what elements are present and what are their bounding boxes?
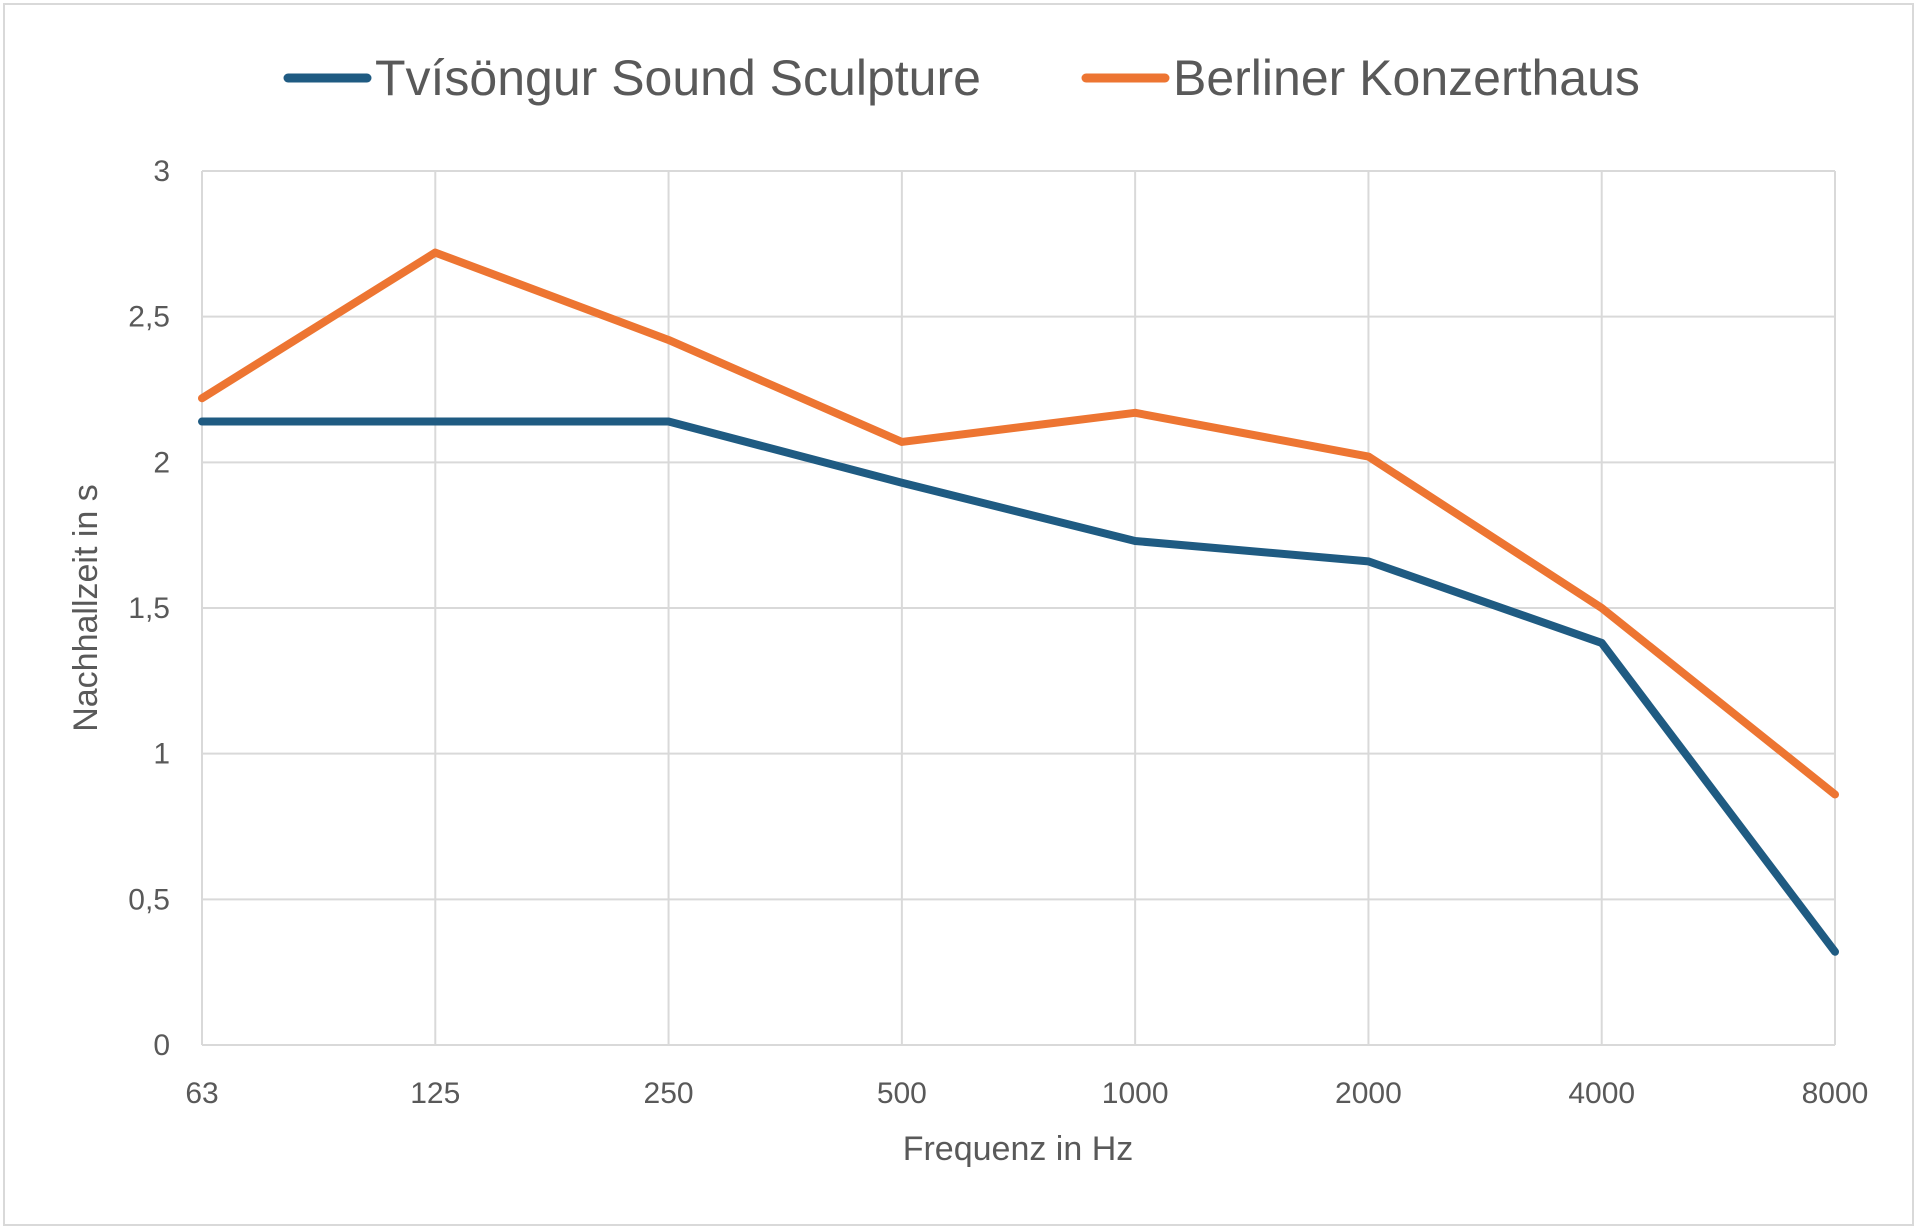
y-axis-title: Nachhallzeit in s xyxy=(67,484,105,732)
legend-label-series-2: Berliner Konzerthaus xyxy=(1173,50,1640,106)
y-tick-label: 2,5 xyxy=(128,301,170,334)
x-tick-label: 2000 xyxy=(1335,1077,1402,1110)
y-tick-label: 0,5 xyxy=(128,883,170,916)
series-line-1 xyxy=(198,417,1839,956)
x-tick-label: 125 xyxy=(410,1077,460,1110)
y-tick-label: 2 xyxy=(153,446,170,479)
x-axis-ticks: 63 125 250 500 1000 2000 4000 8000 xyxy=(185,1077,1868,1110)
series-lines xyxy=(198,248,1839,956)
series-line-2 xyxy=(198,248,1839,799)
x-tick-label: 4000 xyxy=(1568,1077,1635,1110)
gridlines xyxy=(201,170,1836,1046)
y-tick-label: 1,5 xyxy=(128,592,170,625)
legend: Tvísöngur Sound Sculpture Berliner Konze… xyxy=(283,50,1640,106)
y-tick-label: 1 xyxy=(153,738,170,771)
x-tick-label: 1000 xyxy=(1102,1077,1169,1110)
x-tick-label: 250 xyxy=(644,1077,694,1110)
y-tick-label: 3 xyxy=(153,155,170,188)
y-tick-label: 0 xyxy=(153,1029,170,1062)
legend-label-series-1: Tvísöngur Sound Sculpture xyxy=(375,50,981,106)
chart-frame: 0 0,5 1 1,5 2 2,5 3 63 125 250 500 1000 2000 4000 800… xyxy=(3,3,1914,1226)
line-chart: 0 0,5 1 1,5 2 2,5 3 63 125 250 500 1000 2000 4000 800… xyxy=(67,50,1868,1168)
x-tick-label: 500 xyxy=(877,1077,927,1110)
x-axis-title: Frequenz in Hz xyxy=(903,1130,1134,1168)
y-axis-ticks: 0 0,5 1 1,5 2 2,5 3 xyxy=(128,155,170,1062)
x-tick-label: 8000 xyxy=(1802,1077,1869,1110)
x-tick-label: 63 xyxy=(185,1077,218,1110)
